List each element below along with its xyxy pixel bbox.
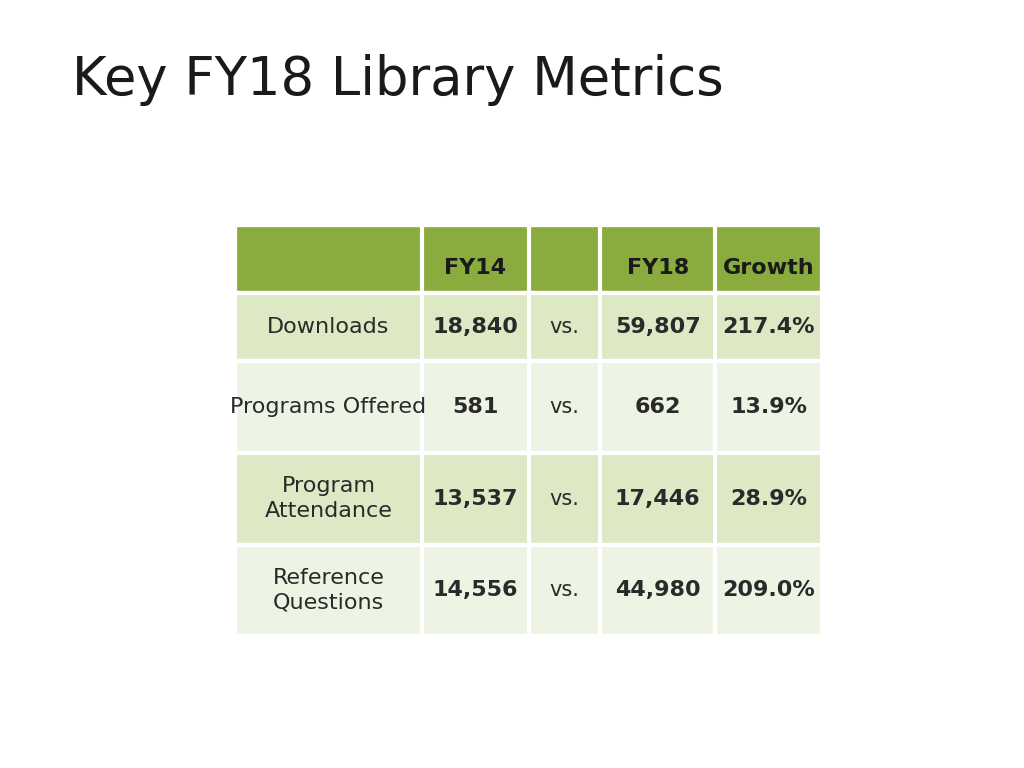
Text: 217.4%: 217.4% [723,317,815,337]
Text: Key FY18 Library Metrics: Key FY18 Library Metrics [72,54,723,106]
Text: FY14: FY14 [444,259,506,279]
Text: vs.: vs. [550,317,580,337]
Text: 17,446: 17,446 [615,488,700,508]
Text: Program
Attendance: Program Attendance [264,476,392,521]
Bar [236,453,822,545]
Text: 209.0%: 209.0% [723,581,815,601]
Text: 18,840: 18,840 [432,317,518,337]
Text: 13.9%: 13.9% [730,397,807,417]
Bar [236,225,822,293]
Text: FY18: FY18 [627,259,689,279]
Text: Downloads: Downloads [267,317,389,337]
Text: Programs Offered: Programs Offered [230,397,426,417]
Text: vs.: vs. [550,397,580,417]
Text: 13,537: 13,537 [432,488,518,508]
Text: vs.: vs. [550,581,580,601]
Text: Growth: Growth [723,259,815,279]
Text: 44,980: 44,980 [615,581,700,601]
Text: Reference
Questions: Reference Questions [272,568,384,613]
Text: 662: 662 [635,397,681,417]
Text: 14,556: 14,556 [432,581,518,601]
Bar [236,545,822,636]
Text: 28.9%: 28.9% [730,488,807,508]
Bar [236,361,822,453]
Bar [236,293,822,361]
Text: vs.: vs. [550,488,580,508]
Text: 59,807: 59,807 [614,317,700,337]
Text: 581: 581 [452,397,499,417]
